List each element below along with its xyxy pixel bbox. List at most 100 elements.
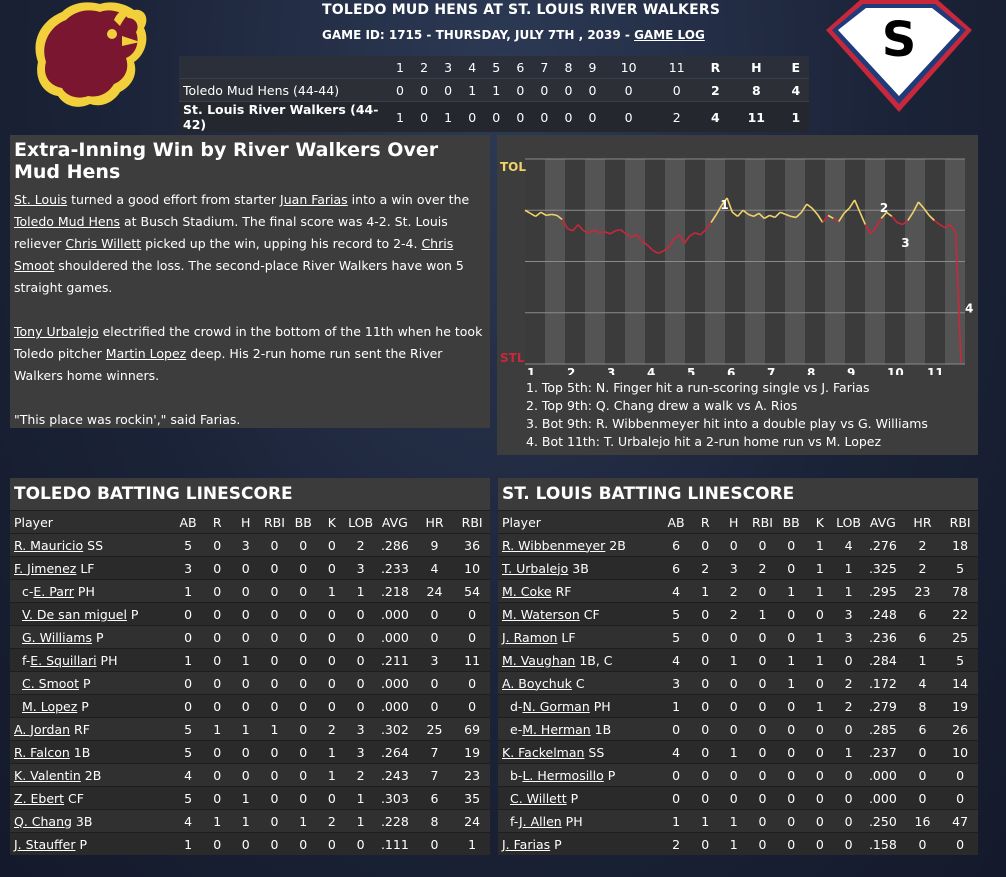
batting-column-header: RBI	[260, 510, 289, 534]
stat-cell: 4	[661, 740, 691, 764]
player-cell: d-N. Gorman PH	[498, 694, 662, 718]
player-name-link[interactable]: M. Lopez	[22, 698, 78, 714]
player-name-link[interactable]: T. Urbalejo	[502, 560, 569, 576]
win-probability-segment	[546, 213, 552, 217]
stat-cell: 0	[776, 832, 806, 855]
player-name-link[interactable]: C. Smoot	[22, 675, 79, 691]
player-name-link[interactable]: J. Stauffer	[14, 836, 76, 852]
player-position: P	[77, 698, 89, 714]
stat-cell: .172	[863, 671, 903, 695]
player-cell: T. Urbalejo 3B	[498, 556, 662, 580]
stat-cell: 0	[260, 740, 289, 764]
player-name-link[interactable]: M. Herman	[522, 721, 591, 737]
batting-player-row: C. Smoot P 0 0 0 0 0 0 0.000 0 0	[10, 671, 490, 695]
player-name-link[interactable]: G. Williams	[22, 629, 92, 645]
player-name-link[interactable]: L. Hermosillo	[522, 767, 604, 783]
stat-cell: 0	[454, 671, 490, 695]
linescore-cell: 0	[508, 101, 533, 132]
stat-cell: 19	[454, 740, 490, 764]
player-name-link[interactable]: M. Coke	[502, 583, 552, 599]
player-name-link[interactable]: C. Willett	[510, 790, 567, 806]
win-probability-segment	[572, 224, 579, 232]
inning-tick-label: 5	[687, 366, 695, 375]
event-marker: 4	[965, 302, 973, 316]
player-name-link[interactable]: V. De san miguel	[22, 606, 127, 622]
player-name-link[interactable]: R. Wibbenmeyer	[502, 537, 606, 553]
player-name-link[interactable]: Z. Ebert	[14, 790, 65, 806]
stat-cell: 25	[942, 625, 978, 649]
stat-cell: 0	[776, 740, 806, 764]
win-probability-segment	[880, 211, 888, 219]
stat-cell: 1	[834, 556, 863, 580]
player-name-link[interactable]: E. Parr	[33, 583, 74, 599]
stat-cell: 4	[902, 671, 943, 695]
linescore-cell: 8	[729, 78, 783, 102]
player-name-link[interactable]: F. Jimenez	[14, 560, 77, 576]
player-name-link[interactable]: J. Ramon	[502, 629, 558, 645]
win-probability-segment	[615, 228, 621, 232]
batting-column-header: H	[719, 510, 749, 534]
player-name-link[interactable]: K. Fackelman	[502, 744, 585, 760]
recap-link[interactable]: Chris Smoot	[14, 236, 454, 273]
stat-cell: 0	[346, 671, 376, 695]
stat-cell: 0	[346, 694, 376, 718]
win-probability-segment	[875, 218, 882, 229]
stat-cell: .218	[375, 579, 415, 603]
stat-cell: 0	[317, 556, 347, 580]
batting-player-row: M. Vaughan 1B, C 4 0 1 0 1 1 0.284 1 5	[498, 648, 978, 672]
event-note: 2. Top 9th: Q. Chang drew a walk vs A. R…	[526, 398, 798, 413]
stat-cell: 2	[317, 809, 347, 833]
stat-cell: 0	[173, 694, 203, 718]
win-probability-segment	[748, 213, 754, 218]
player-cell: G. Williams P	[10, 625, 174, 649]
linescore-cell: 1	[782, 101, 809, 132]
player-position: 1B	[590, 721, 612, 737]
player-name-link[interactable]: R. Falcon	[14, 744, 70, 760]
batting-player-row: R. Falcon 1B 5 0 0 0 0 1 3.264 7 19	[10, 740, 490, 764]
recap-link[interactable]: Martin Lopez	[105, 346, 187, 361]
player-name-link[interactable]: E. Squillari	[30, 652, 97, 668]
stat-cell: 54	[454, 579, 490, 603]
stat-cell: 2	[346, 763, 376, 787]
recap-link[interactable]: Tony Urbalejo	[14, 324, 99, 339]
player-name-link[interactable]: N. Gorman	[522, 698, 590, 714]
player-name-link[interactable]: A. Boychuk	[502, 675, 572, 691]
stat-cell: .000	[863, 763, 903, 787]
player-name-link[interactable]: M. Vaughan	[502, 652, 576, 668]
inning-tick-label: 8	[807, 366, 815, 375]
game-log-link[interactable]: GAME LOG	[634, 28, 705, 42]
game-info-text: GAME ID: 1715 - THURSDAY, JULY 7TH , 203…	[322, 28, 635, 42]
stat-cell: 18	[942, 533, 978, 557]
player-name-link[interactable]: Q. Chang	[14, 813, 72, 829]
stat-cell: 0	[260, 648, 289, 672]
player-cell: M. Waterson CF	[498, 602, 662, 626]
recap-link[interactable]: Toledo Mud Hens	[14, 214, 121, 229]
win-probability-segment	[715, 204, 723, 215]
win-probability-segment	[790, 215, 797, 219]
win-probability-segment	[678, 234, 686, 244]
recap-link[interactable]: Chris Willett	[65, 236, 142, 251]
recap-link[interactable]: St. Louis	[14, 192, 68, 207]
stat-cell: 0	[414, 694, 455, 718]
player-name-link[interactable]: A. Jordan	[14, 721, 71, 737]
recap-link[interactable]: Juan Farias	[280, 192, 348, 207]
win-probability-segment	[631, 234, 637, 238]
recap-text: shouldered the loss. The second-place Ri…	[14, 258, 464, 295]
player-name-link[interactable]: M. Waterson	[502, 606, 580, 622]
player-name-link[interactable]: R. Mauricio	[14, 537, 84, 553]
toledo-batting-title: TOLEDO BATTING LINESCORE	[10, 478, 490, 510]
stat-cell: 0	[202, 579, 232, 603]
stlouis-batting-title: ST. LOUIS BATTING LINESCORE	[498, 478, 978, 510]
stat-cell: 2	[902, 533, 943, 557]
stat-cell: 3	[346, 717, 376, 741]
player-name-link[interactable]: J. Farias	[502, 836, 551, 852]
player-position: CF	[579, 606, 600, 622]
player-name-link[interactable]: J. Allen	[518, 813, 562, 829]
stat-cell: 3	[231, 533, 261, 557]
stat-cell: 0	[202, 832, 232, 855]
linescore-cell: 11	[729, 101, 783, 132]
player-name-link[interactable]: K. Valentin	[14, 767, 81, 783]
stat-cell: 1	[805, 648, 835, 672]
win-probability-segment	[864, 224, 872, 235]
